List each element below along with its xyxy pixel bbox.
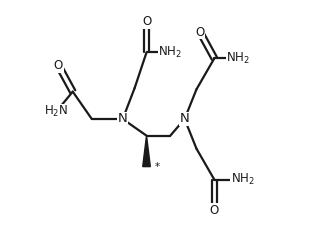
Text: O: O [54,59,63,72]
Text: NH$_2$: NH$_2$ [231,172,255,187]
Text: NH$_2$: NH$_2$ [158,45,182,60]
Text: NH$_2$: NH$_2$ [226,51,250,66]
Text: O: O [210,204,219,217]
Text: H$_2$N: H$_2$N [44,104,68,119]
Text: N: N [180,113,190,125]
Polygon shape [143,136,150,167]
Text: *: * [155,162,160,172]
Text: O: O [142,15,151,28]
Text: O: O [195,26,205,39]
Text: N: N [118,113,128,125]
